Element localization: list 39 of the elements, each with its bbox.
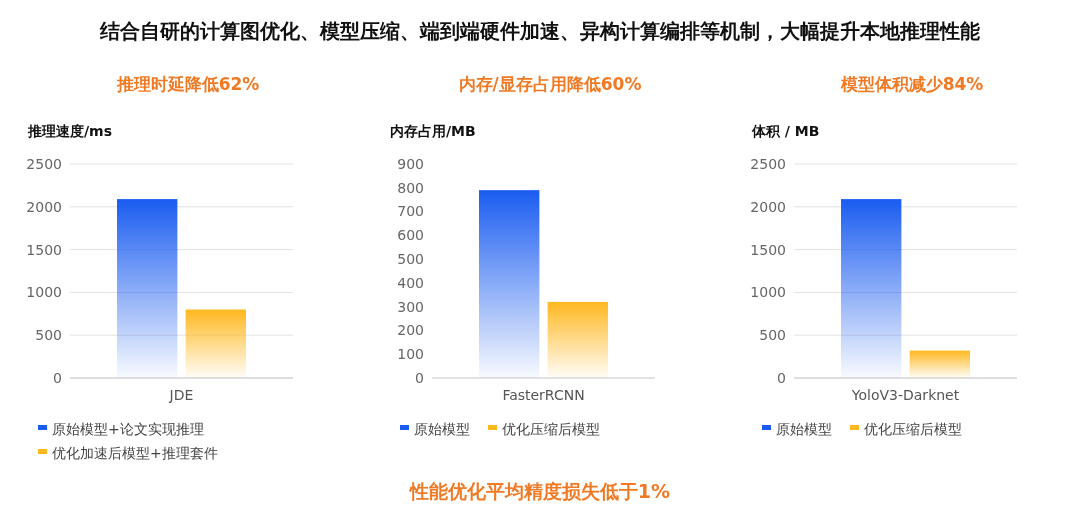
- y-tick-label: 1000: [26, 284, 62, 301]
- y-tick-label: 500: [397, 251, 424, 268]
- legend-label: 原始模型: [776, 421, 832, 438]
- y-tick-label: 1500: [26, 241, 62, 258]
- y-tick-label: 200: [397, 322, 424, 339]
- legend-label: 原始模型+论文实现推理: [52, 421, 204, 438]
- legend-label: 原始模型: [414, 421, 470, 438]
- y-tick-label: 800: [397, 179, 424, 196]
- y-tick-label: 900: [397, 155, 424, 172]
- x-tick-label: FasterRCNN: [502, 387, 585, 403]
- y-axis-title: 推理速度/ms: [27, 123, 113, 139]
- y-tick-label: 300: [397, 298, 424, 315]
- y-axis-title: 内存占用/MB: [390, 123, 476, 139]
- y-tick-label: 500: [35, 327, 62, 344]
- x-tick-label: JDE: [168, 387, 194, 403]
- y-tick-label: 0: [777, 369, 786, 386]
- legend-label: 优化压缩后模型: [502, 421, 600, 438]
- text: 结合自研的计算图优化、模型压缩、端到端硬件加速、异构计算编排等机制，大幅提升本地推理性能: [99, 19, 980, 43]
- y-tick-label: 2000: [750, 198, 786, 215]
- legend-label: 优化加速后模型+推理套件: [52, 445, 218, 462]
- y-tick-label: 500: [759, 327, 786, 344]
- chart-title: 推理时延降低62%: [115, 74, 260, 94]
- y-axis-title: 体积 / MB: [751, 123, 820, 139]
- text: 性能优化平均精度损失低于1%: [408, 480, 671, 502]
- y-tick-label: 400: [397, 274, 424, 291]
- chart-title: 内存/显存占用降低60%: [458, 74, 642, 94]
- x-tick-label: YoloV3-Darknet: [850, 387, 960, 403]
- y-tick-label: 0: [53, 369, 62, 386]
- chart-title: 模型体积减少84%: [839, 74, 984, 94]
- y-tick-label: 600: [397, 227, 424, 244]
- y-tick-label: 700: [397, 203, 424, 220]
- y-tick-label: 0: [415, 369, 424, 386]
- y-tick-label: 2500: [26, 155, 62, 172]
- y-tick-label: 2500: [750, 155, 786, 172]
- y-tick-label: 100: [397, 346, 424, 363]
- y-tick-label: 2000: [26, 198, 62, 215]
- y-tick-label: 1500: [750, 241, 786, 258]
- y-tick-label: 1000: [750, 284, 786, 301]
- legend-label: 优化压缩后模型: [864, 421, 962, 438]
